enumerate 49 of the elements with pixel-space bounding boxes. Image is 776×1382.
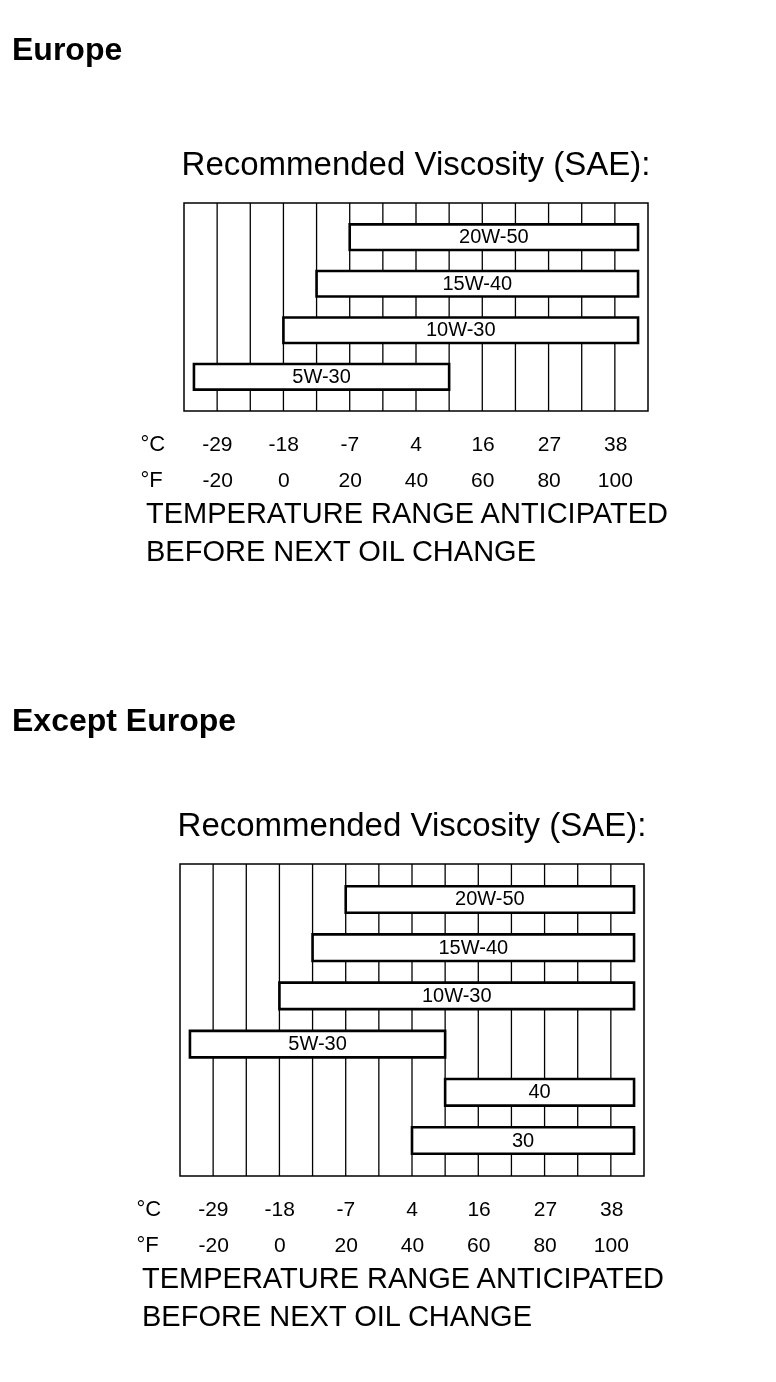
x-tick-label: 60	[471, 467, 495, 491]
x2-tick-label: -29	[198, 1196, 229, 1220]
y-tick-label: 30	[511, 1128, 535, 1151]
x-tick-label: 0	[278, 467, 290, 491]
x2-tick-label: -7	[340, 431, 360, 455]
chart-subtitle: Recommended Viscosity (SAE):	[177, 806, 647, 843]
x-tick-label: -20	[198, 1232, 229, 1256]
x2-axis-title: °C	[140, 430, 166, 456]
chart-subtitle: Recommended Viscosity (SAE):	[181, 145, 651, 182]
text: BEFORE NEXT OIL CHANGE	[142, 1300, 532, 1332]
x-tick-label: 80	[537, 467, 561, 491]
x-tick-label: 20	[338, 467, 362, 491]
x2-tick-label: 38	[599, 1196, 624, 1220]
x2-tick-label: 27	[533, 1196, 558, 1220]
text: TEMPERATURE RANGE ANTICIPATED	[142, 1262, 665, 1294]
y-tick-label: 10W-30	[421, 983, 492, 1006]
chart-title: Except Europe	[12, 702, 237, 738]
x2-tick-label: -7	[336, 1196, 356, 1220]
text: BEFORE NEXT OIL CHANGE	[146, 535, 536, 567]
x2-tick-label: 4	[406, 1196, 419, 1220]
x-tick-label: 0	[274, 1232, 286, 1256]
y-tick-label: 10W-30	[425, 318, 496, 341]
x2-tick-label: 16	[467, 1196, 491, 1220]
x2-tick-label: -29	[202, 431, 233, 455]
x-tick-label: 20	[334, 1232, 358, 1256]
x-axis-title: °F	[140, 466, 163, 492]
x2-tick-label: -18	[264, 1196, 295, 1220]
x2-tick-label: 4	[410, 431, 423, 455]
x-tick-label: 60	[467, 1232, 491, 1256]
x-tick-label: -20	[202, 467, 233, 491]
x-tick-label: 40	[400, 1232, 425, 1256]
y-tick-label: 5W-30	[292, 364, 351, 387]
x2-tick-label: 16	[471, 431, 495, 455]
x2-tick-label: 27	[537, 431, 562, 455]
x-axis-title: °F	[136, 1231, 159, 1257]
y-tick-label: 15W-40	[438, 935, 509, 958]
text: TEMPERATURE RANGE ANTICIPATED	[146, 497, 669, 529]
chart-title: Europe	[12, 31, 123, 67]
x2-tick-label: -18	[268, 431, 299, 455]
x2-axis-title: °C	[136, 1195, 162, 1221]
y-tick-label: 5W-30	[288, 1032, 347, 1055]
x2-tick-label: 38	[603, 431, 628, 455]
x-tick-label: 100	[597, 467, 633, 491]
x-tick-label: 40	[404, 467, 429, 491]
y-tick-label: 20W-50	[459, 225, 529, 248]
y-tick-label: 15W-40	[442, 271, 513, 294]
x-tick-label: 100	[593, 1232, 629, 1256]
x-tick-label: 80	[533, 1232, 557, 1256]
y-tick-label: 20W-50	[455, 887, 525, 910]
